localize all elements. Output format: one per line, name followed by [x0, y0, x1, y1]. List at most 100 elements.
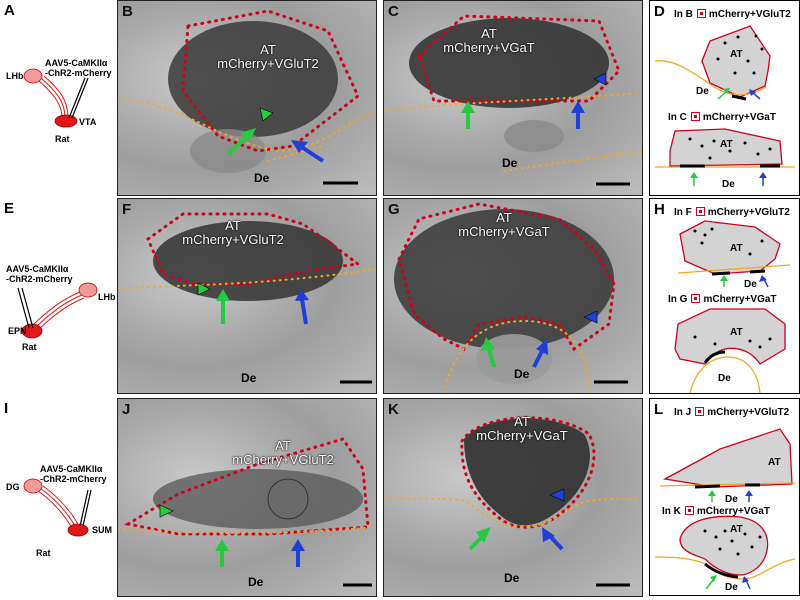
de-label: De — [696, 86, 709, 97]
projection-diagram — [23, 68, 89, 128]
species-label: Rat — [36, 548, 51, 558]
key-ref: In C — [668, 112, 687, 123]
key-ref: In F — [674, 207, 692, 218]
marker-symbol-icon — [696, 9, 706, 18]
source-label: EPN — [8, 326, 27, 336]
key-marker: mCherry+VGluT2 — [708, 9, 791, 20]
panel-letter: G — [388, 201, 400, 218]
dendrite-label: De — [504, 571, 520, 585]
key-marker: mCherry+VGaT — [702, 112, 776, 123]
de-label: De — [718, 373, 731, 384]
key-bottom: In K mCherry+VGaT — [662, 505, 770, 517]
at-label-line2: mCherry+VGaT — [458, 224, 550, 239]
target-label: LHb — [6, 71, 24, 81]
at-label: AT — [768, 457, 781, 468]
marker-symbol-icon — [695, 207, 705, 216]
source-label: VTA — [79, 117, 97, 127]
at-label-line2: mCherry+VGluT2 — [217, 56, 319, 71]
dendrite-label: De — [514, 367, 530, 381]
at-label: AT mCherry+VGluT2 — [198, 43, 338, 71]
at-label-line1: AT — [481, 26, 497, 41]
at-label: AT — [730, 524, 743, 535]
panel-c-micrograph: C AT mCherry+VGaT De — [383, 0, 643, 196]
at-label-line2: mCherry+VGaT — [443, 40, 535, 55]
key-ref: In B — [674, 9, 693, 20]
panel-i-cartoon: I AAV5-CaMKIIα -ChR2-mCherry DG SUM Rat — [0, 398, 115, 595]
panel-letter: D — [654, 3, 665, 20]
panel-d-schematic: D In B mCherry+VGluT2 AT De In C mCherry+V… — [649, 0, 800, 196]
panel-k-micrograph: K AT mCherry+VGaT De — [383, 398, 643, 597]
panel-g-micrograph: G AT mCherry+VGaT De — [383, 198, 643, 394]
key-top: In J mCherry+VGluT2 — [674, 406, 789, 418]
panel-letter: C — [388, 3, 399, 20]
marker-symbol-icon — [691, 294, 701, 303]
marker-symbol-icon — [690, 112, 700, 121]
at-label-line1: AT — [496, 210, 512, 225]
species-label: Rat — [22, 342, 37, 352]
de-label: De — [722, 179, 735, 190]
key-top: In F mCherry+VGluT2 — [674, 206, 790, 218]
at-label-line1: AT — [225, 218, 241, 233]
key-marker: mCherry+VGluT2 — [707, 407, 790, 418]
panel-letter: J — [122, 401, 131, 418]
at-label: AT — [730, 327, 743, 338]
at-label: AT — [730, 243, 743, 254]
at-label: AT mCherry+VGluT2 — [163, 219, 303, 247]
virus-label-line1: AAV5-CaMKIIα — [40, 464, 103, 474]
virus-label-line1: AAV5-CaMKIIα — [45, 58, 108, 68]
key-ref: In J — [674, 407, 692, 418]
at-label-line2: mCherry+VGluT2 — [182, 232, 284, 247]
target-label: LHb — [98, 292, 116, 302]
panel-letter: B — [122, 3, 133, 20]
at-label: AT — [730, 49, 743, 60]
at-label: AT — [720, 139, 733, 150]
panel-l-schematic: L In J mCherry+VGluT2 AT De In K mCherry+V… — [649, 398, 800, 596]
key-top: In B mCherry+VGluT2 — [674, 8, 791, 20]
dendrite-label: De — [248, 575, 264, 589]
at-label: AT mCherry+VGaT — [419, 27, 559, 55]
marker-symbol-icon — [695, 407, 705, 416]
panel-letter: K — [388, 401, 399, 418]
key-bottom: In G mCherry+VGaT — [668, 293, 777, 305]
at-label: AT mCherry+VGaT — [452, 415, 592, 443]
at-label-line2: mCherry+VGaT — [476, 428, 568, 443]
virus-label-line1: AAV5-CaMKIIα — [6, 264, 69, 274]
panel-h-schematic: H In F mCherry+VGluT2 AT De In G mCherry+V… — [649, 198, 800, 394]
virus-label-line2: -ChR2-mCherry — [6, 274, 73, 284]
at-label-line1: AT — [514, 414, 530, 429]
key-marker: mCherry+VGaT — [703, 294, 777, 305]
key-ref: In K — [662, 506, 681, 517]
panel-b-micrograph: B AT mCherry+VGluT2 De — [117, 0, 377, 196]
panel-letter: A — [4, 2, 15, 19]
panel-letter: F — [122, 201, 132, 218]
at-label: AT mCherry+VGaT — [434, 211, 574, 239]
dendrite-label: De — [502, 156, 518, 170]
at-label: AT mCherry+VGluT2 — [213, 439, 353, 467]
at-label-line1: AT — [275, 438, 291, 453]
projection-diagram — [23, 478, 92, 537]
target-label: DG — [6, 482, 20, 492]
key-marker: mCherry+VGluT2 — [707, 207, 790, 218]
virus-label-line2: -ChR2-mCherry — [45, 68, 112, 78]
de-label: De — [725, 494, 738, 505]
panel-f-micrograph: F AT mCherry+VGluT2 De — [117, 198, 377, 394]
panel-letter: H — [654, 201, 665, 218]
de-label: De — [744, 279, 757, 290]
panel-j-micrograph: J AT mCherry+VGluT2 De — [117, 398, 377, 597]
panel-letter: E — [4, 200, 15, 217]
dendrite-label: De — [254, 171, 270, 185]
panel-letter: I — [4, 400, 9, 417]
de-label: De — [725, 582, 738, 593]
at-label-line1: AT — [260, 42, 276, 57]
panel-a-cartoon: A AAV5-CaMKIIα -ChR2-mCherry LHb VTA Rat — [0, 0, 115, 195]
dendrite-label: De — [241, 371, 257, 385]
key-marker: mCherry+VGaT — [696, 506, 770, 517]
virus-label-line2: -ChR2-mCherry — [40, 474, 107, 484]
species-label: Rat — [55, 134, 70, 144]
key-ref: In G — [668, 294, 688, 305]
panel-letter: L — [654, 401, 664, 418]
key-bottom: In C mCherry+VGaT — [668, 111, 776, 123]
projection-diagram — [17, 282, 98, 339]
at-label-line2: mCherry+VGluT2 — [232, 452, 334, 467]
marker-symbol-icon — [684, 506, 694, 515]
